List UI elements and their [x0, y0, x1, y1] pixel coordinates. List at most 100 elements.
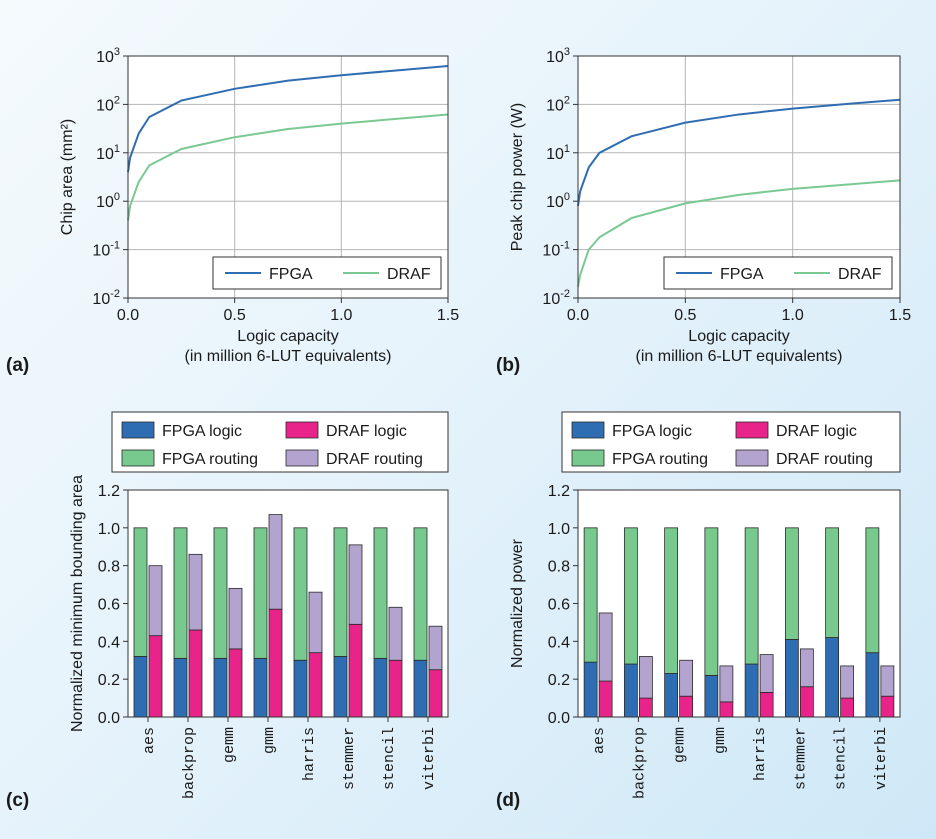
- bar-draf-logic: [638, 697, 653, 718]
- x-tick-label: backprop: [181, 727, 198, 799]
- bar-draf-routing: [840, 665, 855, 699]
- panel-label-b: (b): [496, 355, 520, 376]
- x-tick-label: viterbi: [421, 727, 438, 790]
- y-tick-label: 102: [96, 94, 120, 114]
- bar-draf-routing: [598, 612, 613, 682]
- y-tick-label: 10-2: [92, 288, 120, 308]
- series-line-draf: [577, 179, 901, 288]
- bar-fpga-routing: [373, 527, 388, 659]
- legend-swatch-draf-logic: [735, 421, 769, 439]
- bar-draf-routing: [388, 606, 403, 661]
- bar-fpga-logic: [373, 657, 388, 718]
- bar-fpga-routing: [213, 527, 228, 659]
- bar-fpga-logic: [413, 659, 428, 718]
- y-tick-label: 0.6: [98, 597, 120, 614]
- bar-draf-logic: [759, 692, 774, 718]
- bar-draf-routing: [428, 625, 443, 671]
- bar-draf-logic: [148, 635, 163, 718]
- y-tick-label: 0.0: [548, 710, 570, 727]
- x-tick-label: stencil: [833, 727, 850, 790]
- legend-label-draf: DRAF: [838, 266, 882, 283]
- bar-draf-logic: [428, 669, 443, 718]
- plot-frame: [577, 489, 901, 718]
- bar-draf-routing: [638, 656, 653, 699]
- legend-swatch-fpga-routing: [121, 449, 155, 467]
- panel-label-c: (c): [6, 790, 29, 811]
- y-tick-label: 0.6: [548, 597, 570, 614]
- y-tick-label: 10-2: [542, 288, 570, 308]
- legend-swatch-fpga-logic: [571, 421, 605, 439]
- bar-draf-routing: [348, 544, 363, 625]
- series-line-fpga: [577, 98, 901, 207]
- x-tick-label: 1.5: [437, 307, 459, 324]
- y-tick-label: 103: [546, 46, 570, 66]
- legend-label-fpga-logic: FPGA logic: [162, 423, 242, 440]
- bar-fpga-logic: [253, 657, 268, 718]
- y-tick-label: 103: [96, 46, 120, 66]
- y-axis-title: Chip area (mm²): [59, 119, 76, 235]
- legend-label-draf: DRAF: [387, 266, 431, 283]
- bar-draf-logic: [719, 701, 734, 718]
- x-tick-label: 0.5: [224, 307, 246, 324]
- legend-swatch-fpga-routing: [571, 449, 605, 467]
- legend-label-draf-routing: DRAF routing: [776, 451, 873, 468]
- bar-draf-logic: [679, 695, 694, 718]
- bar-draf-logic: [840, 697, 855, 718]
- y-tick-label: 10-1: [542, 240, 570, 260]
- y-axis-title: Normalized power: [509, 538, 526, 668]
- x-tick-label: stemmer: [792, 727, 809, 790]
- x-axis-subtitle: (in million 6-LUT equivalents): [636, 348, 843, 365]
- legend-label-fpga-logic: FPGA logic: [612, 423, 692, 440]
- bar-fpga-logic: [744, 663, 759, 718]
- bar-draf-logic: [598, 680, 613, 718]
- y-tick-label: 0.4: [548, 634, 570, 651]
- bar-draf-routing: [679, 659, 694, 697]
- x-tick-label: gmm: [261, 727, 278, 754]
- legend-box: [111, 411, 449, 473]
- bar-draf-logic: [880, 695, 895, 718]
- series-line-draf: [127, 113, 449, 221]
- bar-fpga-logic: [173, 657, 188, 718]
- x-tick-label: stemmer: [341, 727, 358, 790]
- x-tick-label: viterbi: [873, 727, 890, 790]
- bar-fpga-routing: [583, 527, 598, 663]
- x-axis-title: Logic capacity: [237, 328, 338, 345]
- bar-draf-logic: [799, 686, 814, 718]
- y-tick-label: 0.2: [98, 672, 120, 689]
- bar-fpga-logic: [133, 656, 148, 718]
- legend-box: [561, 411, 901, 473]
- x-tick-label: gmm: [712, 727, 729, 754]
- y-tick-label: 1.0: [98, 521, 120, 538]
- x-tick-label: 1.5: [889, 307, 911, 324]
- bar-draf-routing: [228, 587, 243, 650]
- y-tick-label: 0.8: [98, 559, 120, 576]
- bar-fpga-logic: [784, 639, 799, 718]
- bar-draf-logic: [388, 659, 403, 718]
- bar-fpga-routing: [293, 527, 308, 661]
- y-tick-label: 102: [546, 94, 570, 114]
- bar-fpga-routing: [253, 527, 268, 659]
- bar-fpga-routing: [825, 527, 840, 638]
- bar-fpga-logic: [664, 673, 679, 718]
- y-tick-label: 0.4: [98, 634, 120, 651]
- y-tick-label: 0.0: [98, 710, 120, 727]
- y-tick-label: 100: [546, 191, 570, 211]
- x-tick-label: harris: [301, 727, 318, 781]
- x-tick-label: backprop: [631, 727, 648, 799]
- x-tick-label: 1.0: [782, 307, 804, 324]
- legend-swatch-draf-logic: [285, 421, 319, 439]
- x-tick-label: 0.0: [117, 307, 139, 324]
- y-tick-label: 0.2: [548, 672, 570, 689]
- panel-label-a: (a): [6, 355, 29, 376]
- bar-draf-routing: [308, 591, 323, 654]
- x-tick-label: gemm: [672, 727, 689, 763]
- x-tick-label: stencil: [381, 727, 398, 790]
- plot-frame: [127, 55, 449, 299]
- x-axis-subtitle: (in million 6-LUT equivalents): [185, 348, 392, 365]
- panel-a: 0.0 0.5 1.0 1.5 10-2 10-1 100 101 102 103 FPGA DRAF…: [59, 46, 459, 365]
- y-tick-label: 1.0: [548, 521, 570, 538]
- bar-fpga-routing: [413, 527, 428, 661]
- bar-fpga-routing: [173, 527, 188, 659]
- bar-fpga-logic: [583, 661, 598, 718]
